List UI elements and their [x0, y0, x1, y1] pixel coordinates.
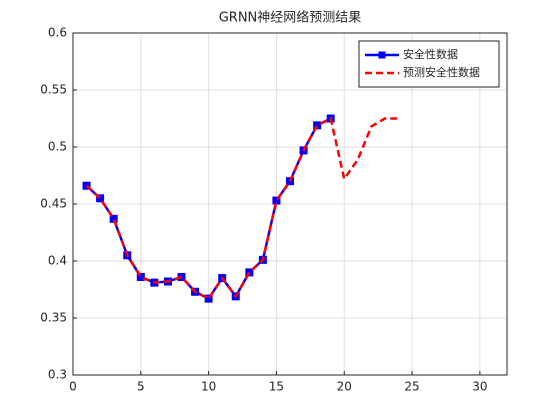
y-tick-label: 0.35 — [40, 311, 67, 325]
legend-label: 安全性数据 — [403, 47, 458, 61]
y-tick-label: 0.6 — [48, 26, 67, 40]
marker — [245, 268, 254, 277]
x-tick-label: 5 — [137, 380, 145, 394]
legend-label: 预测安全性数据 — [403, 65, 480, 79]
series-line — [85, 116, 399, 301]
y-tick-label: 0.4 — [48, 254, 67, 268]
marker — [136, 272, 145, 281]
x-tick-label: 30 — [472, 380, 487, 394]
y-tick-label: 0.5 — [48, 140, 67, 154]
x-tick-label: 20 — [337, 380, 352, 394]
x-tick-label: 10 — [201, 380, 216, 394]
x-tick-label: 15 — [269, 380, 284, 394]
marker — [96, 194, 105, 203]
y-tick-label: 0.55 — [40, 83, 67, 97]
y-tick-label: 0.45 — [40, 197, 67, 211]
legend-marker — [378, 51, 386, 59]
y-tick-label: 0.3 — [48, 368, 67, 382]
marker — [204, 294, 213, 303]
marker — [313, 121, 322, 130]
plot-frame — [72, 32, 508, 376]
x-tick-label: 25 — [404, 380, 419, 394]
legend-box — [358, 40, 500, 88]
x-tick-label: 0 — [69, 380, 77, 394]
chart-title: GRNN神经网络预测结果 — [219, 10, 362, 26]
